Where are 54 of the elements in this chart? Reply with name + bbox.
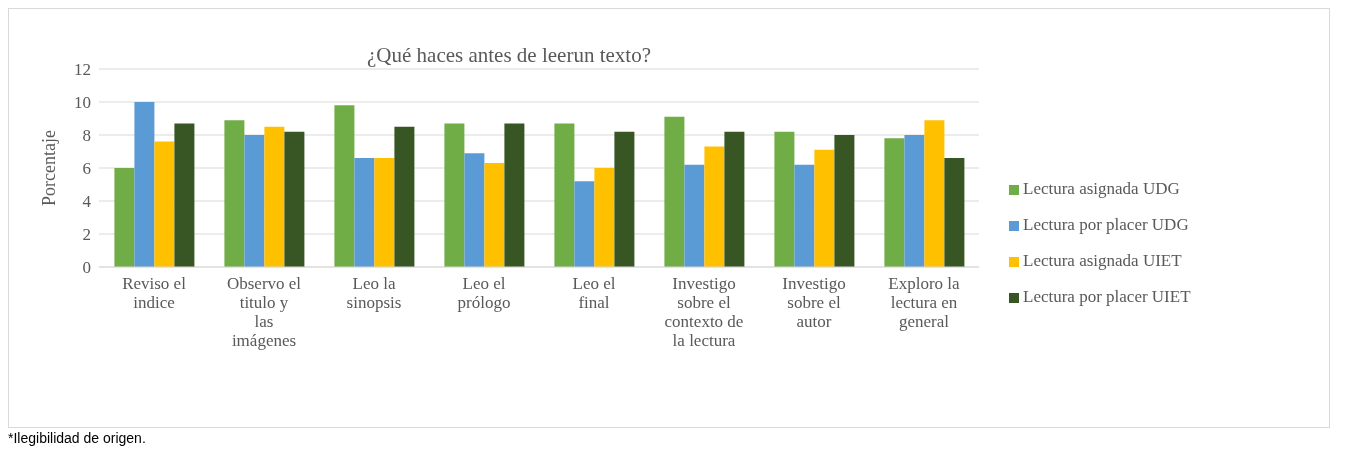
legend-label: Lectura por placer UDG: [1023, 215, 1189, 234]
bar: [134, 102, 155, 267]
y-tick-label: 4: [82, 192, 92, 212]
bar: [504, 123, 525, 267]
y-tick-label: 10: [74, 93, 91, 113]
bar: [484, 163, 505, 267]
bar: [884, 138, 905, 267]
y-tick-label: 0: [82, 258, 91, 278]
legend-label: Lectura asignada UIET: [1023, 251, 1182, 270]
bar: [704, 146, 725, 267]
bar: [284, 131, 305, 267]
x-tick-label: Leo el prólogo: [457, 274, 511, 312]
x-tick-label: Exploro la lectura en general: [888, 274, 961, 331]
bar: [244, 135, 265, 267]
y-tick-label: 12: [74, 60, 91, 80]
bar: [574, 181, 595, 267]
bar: [664, 116, 685, 267]
bar: [554, 123, 575, 267]
text: *Ilegibilidad de origen.: [8, 430, 147, 446]
y-tick-label: 8: [82, 126, 91, 146]
bar: [264, 126, 285, 267]
x-tick-label: Investigo sobre el contexto de la lectura: [664, 274, 744, 350]
y-axis-title: Porcentaje: [39, 130, 60, 206]
bar: [334, 105, 355, 267]
bar: [814, 149, 835, 267]
x-tick-label: Investigo sobre el autor: [782, 274, 846, 331]
bar: [944, 158, 965, 267]
bar: [174, 123, 195, 267]
bar: [924, 120, 945, 267]
x-tick-label: Leo la sinopsis: [346, 274, 402, 312]
bar: [684, 164, 705, 267]
x-tick-label: Reviso el indice: [122, 274, 187, 312]
bar: [614, 131, 635, 267]
bar: [774, 131, 795, 267]
bar: [444, 123, 465, 267]
x-tick-label: Observo el titulo y las imágenes: [226, 274, 302, 350]
bar: [834, 135, 855, 267]
legend-label: Lectura asignada UDG: [1023, 179, 1180, 198]
y-tick-label: 2: [82, 225, 91, 245]
x-tick-label: Leo el final: [572, 274, 616, 312]
bar: [224, 120, 245, 267]
bar: [394, 126, 415, 267]
bar: [724, 131, 745, 267]
y-tick-label: 6: [82, 159, 91, 179]
legend-label: Lectura por placer UIET: [1023, 287, 1191, 306]
bar: [464, 153, 485, 267]
bar: [354, 158, 375, 267]
bar: [904, 135, 925, 267]
bar: [594, 168, 615, 267]
bar: [374, 158, 395, 267]
chart-title: ¿Qué haces antes de leerun texto?: [367, 43, 651, 67]
bar: [114, 168, 135, 267]
bar: [794, 164, 815, 267]
bar: [154, 141, 175, 267]
